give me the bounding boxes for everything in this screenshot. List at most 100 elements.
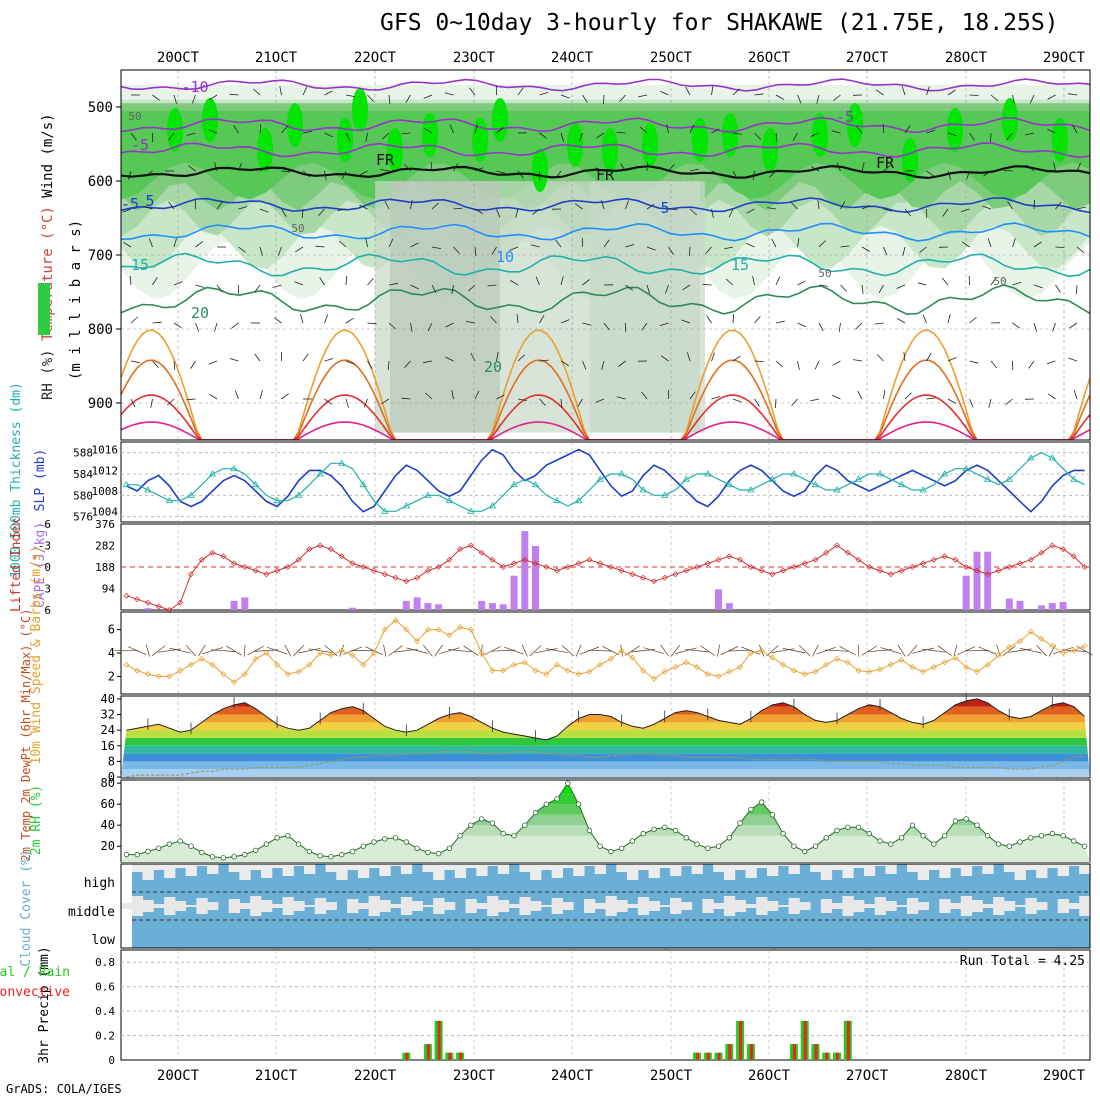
- wind-point: [694, 664, 700, 671]
- temp-ytick: 16: [101, 739, 115, 753]
- cloud-middle: [745, 904, 757, 908]
- thickness-point: [381, 507, 389, 514]
- ua-wind-barb: [496, 127, 504, 134]
- ua-wind-barb: [689, 391, 696, 400]
- thickness-point: [596, 475, 604, 482]
- ua-wind-barb: [339, 240, 347, 248]
- ua-wind-barb: [277, 246, 282, 256]
- ua-wind-barb: [746, 208, 755, 214]
- ua-wind-barb: [941, 277, 949, 286]
- ua-wind-barb: [816, 94, 820, 104]
- cloud-middle: [799, 902, 811, 910]
- contour-25: [121, 329, 1090, 440]
- ua-wind-barb: [689, 246, 691, 257]
- li-point: [381, 571, 388, 578]
- cloud-middle: [325, 902, 337, 910]
- rh-point: [295, 841, 302, 847]
- rh-point: [931, 841, 937, 847]
- cloud-middle: [680, 902, 693, 910]
- rh-point: [522, 822, 528, 828]
- ua-wind-barb: [1055, 246, 1065, 248]
- ua-wind-barb: [404, 164, 411, 172]
- temp-ylabel: 2m Temp 2m DewPt (6hr Min/Max) (°C): [19, 609, 33, 862]
- ua-wind-barb: [1076, 284, 1078, 295]
- ua-wind-barb: [754, 398, 760, 407]
- ua-wind-barb: [947, 357, 957, 362]
- ua-wind-barb: [490, 316, 497, 324]
- ua-wind-barb: [711, 170, 720, 176]
- ua-wind-barb: [883, 164, 891, 172]
- cloud-high: [562, 864, 574, 868]
- cloud-middle: [993, 897, 1005, 915]
- li-point: [500, 564, 507, 570]
- x-tick-bottom: 29OCT: [1043, 1068, 1086, 1084]
- ua-wind-barb: [983, 170, 992, 177]
- cloud-frame: [120, 863, 1091, 949]
- wind-barb: [145, 644, 150, 657]
- wind-barb: [782, 648, 806, 654]
- rh-point: [339, 851, 345, 858]
- cloud-middle: [271, 904, 283, 908]
- rh-fill: [121, 783, 1090, 836]
- ua-wind-barb: [560, 94, 570, 99]
- ua-wind-barb: [833, 94, 841, 102]
- cloud-middle: [444, 902, 456, 910]
- ua-wind-barb: [453, 246, 460, 254]
- wind-barb: [1019, 647, 1042, 654]
- rh-point: [834, 827, 840, 834]
- cloud-high: [713, 864, 725, 872]
- rh-point: [166, 841, 173, 847]
- ua-wind-barb: [838, 322, 841, 332]
- cloud-high: [304, 864, 316, 874]
- ua-wind-barb: [234, 390, 239, 400]
- cloud-middle: [756, 897, 768, 915]
- li-point: [898, 567, 905, 574]
- cloud-middle: [616, 900, 628, 912]
- ua-wind-barb: [1073, 390, 1078, 400]
- wind-point: [349, 652, 356, 659]
- cloud-high: [261, 864, 273, 878]
- rh-point: [242, 851, 248, 858]
- ua-wind-barb: [517, 354, 525, 362]
- x-tick-top: 22OCT: [354, 50, 397, 66]
- rh-point: [500, 830, 506, 837]
- rh-point: [1038, 833, 1045, 839]
- ua-wind-barb: [861, 162, 865, 172]
- slp-ytick: 1012: [92, 464, 119, 477]
- ua-wind-barb: [150, 398, 153, 408]
- ua-wind-barb: [539, 92, 549, 96]
- ua-wind-barb: [281, 126, 288, 134]
- wind-barb: [284, 644, 292, 657]
- ua-wind-barb: [295, 246, 304, 253]
- li-point: [188, 571, 194, 578]
- contour-minus5b: [121, 142, 1090, 159]
- ua-wind-barb: [173, 322, 182, 329]
- ua-wind-barb: [1069, 322, 1078, 329]
- ua-wind-barb: [130, 398, 136, 408]
- ua-wind-barb: [754, 132, 762, 140]
- ua-wind-barb: [1055, 284, 1061, 293]
- rh-band: [121, 804, 1090, 815]
- x-tick-bottom: 21OCT: [255, 1068, 298, 1084]
- temp-ytick: 32: [101, 708, 115, 722]
- wind-point: [392, 617, 399, 624]
- slp-ytick: 1004: [92, 506, 119, 519]
- li-point: [575, 560, 582, 567]
- cloud-high: [164, 864, 176, 878]
- ua-wind-barb: [491, 246, 497, 255]
- cloud-high: [863, 864, 876, 876]
- li-point: [435, 564, 442, 570]
- cape-bar: [521, 531, 529, 610]
- temp-band: [121, 706, 1090, 715]
- thickness-point: [208, 470, 217, 477]
- li-point: [704, 560, 711, 567]
- precip-conv-bar: [739, 1020, 743, 1060]
- li-point: [984, 571, 991, 578]
- ua-wind-barb: [904, 392, 912, 400]
- rh-point: [672, 827, 679, 834]
- thickness-point: [661, 491, 669, 498]
- ua-wind-barb: [840, 201, 846, 210]
- thickness-point: [467, 507, 475, 514]
- li-point: [295, 556, 302, 563]
- rh-point: [123, 851, 130, 858]
